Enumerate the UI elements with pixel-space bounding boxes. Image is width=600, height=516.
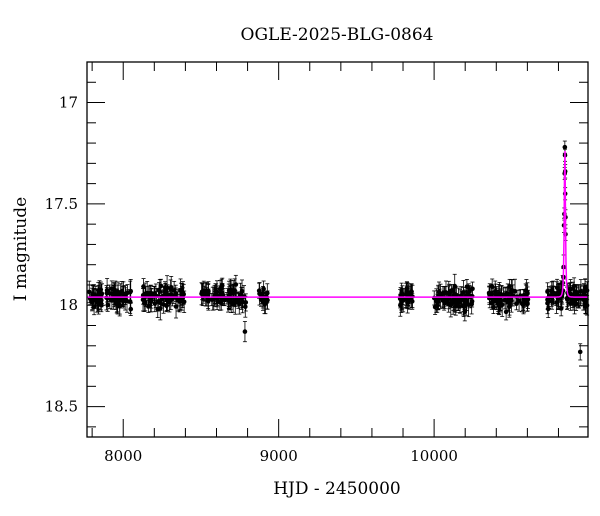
data-point (218, 290, 224, 295)
data-point (173, 304, 179, 309)
data-point (152, 301, 158, 306)
data-point (256, 288, 262, 294)
data-point (144, 290, 150, 296)
data-point (233, 300, 238, 305)
data-point (546, 298, 552, 304)
data-point (158, 283, 164, 289)
x-tick-label: 9000 (260, 447, 298, 465)
data-point (456, 297, 461, 302)
x-tick-label: 8000 (104, 447, 142, 465)
data-point (523, 288, 528, 293)
data-point (173, 290, 179, 296)
model-curve (87, 150, 588, 298)
data-point (263, 300, 268, 306)
data-point (576, 295, 582, 301)
data-point (148, 299, 153, 305)
data-point (168, 287, 173, 292)
data-point (180, 290, 186, 296)
data-point (453, 304, 459, 309)
data-point (562, 144, 568, 150)
data-point (86, 289, 92, 295)
data-point (205, 298, 211, 304)
y-axis-label: I magnitude (11, 197, 31, 301)
y-tick-label: 17 (59, 94, 78, 112)
data-point (104, 287, 110, 293)
data-point (525, 301, 530, 307)
data-point (261, 286, 266, 292)
y-tick-label: 17.5 (45, 195, 78, 213)
data-point (554, 285, 560, 290)
data-point (506, 304, 512, 310)
data-point (496, 299, 502, 305)
data-point (512, 288, 518, 294)
data-point (99, 291, 105, 296)
x-axis-label: HJD - 2450000 (273, 479, 401, 499)
data-point (105, 302, 110, 308)
data-point (140, 297, 146, 303)
chart-title: OGLE-2025-BLG-0864 (241, 25, 434, 45)
data-point (141, 284, 146, 289)
data-point (450, 300, 456, 305)
data-point (408, 290, 413, 296)
data-point (570, 298, 576, 304)
data-point (519, 301, 525, 306)
data-point (239, 289, 245, 294)
data-point (158, 297, 164, 302)
x-tick-label: 10000 (410, 447, 458, 465)
data-point (550, 290, 556, 296)
data-point (98, 287, 104, 292)
data-point (582, 287, 588, 293)
data-point (124, 298, 130, 304)
data-point (434, 303, 440, 309)
y-tick-label: 18.5 (45, 398, 78, 416)
data-point (446, 291, 451, 296)
data-point (243, 300, 249, 305)
data-point (577, 349, 583, 355)
data-point (446, 300, 451, 306)
data-point (236, 301, 242, 306)
plot-frame (86, 61, 589, 438)
data-point (492, 297, 498, 303)
data-point (571, 283, 577, 289)
data-marks (86, 140, 590, 361)
data-point (403, 291, 409, 297)
data-point (227, 298, 233, 303)
data-point (113, 301, 119, 306)
y-tick-label: 18 (59, 296, 78, 314)
data-point (230, 290, 236, 295)
data-point (199, 291, 204, 297)
data-point (488, 292, 494, 298)
data-point (436, 289, 442, 295)
data-point (152, 291, 157, 296)
data-point (204, 288, 209, 294)
data-point (128, 306, 134, 312)
data-point (213, 291, 219, 297)
data-point (502, 292, 508, 297)
axis-ticks: 8000 9000 10000 17 17.5 18 18.5 (45, 61, 588, 465)
data-point (516, 298, 522, 304)
data-point (89, 299, 95, 305)
data-point (213, 287, 218, 292)
data-point (404, 286, 410, 291)
data-point (242, 329, 248, 334)
data-point (233, 282, 239, 287)
data-point (399, 299, 404, 304)
data-point (112, 289, 117, 294)
data-point (155, 306, 161, 312)
data-point (264, 290, 270, 296)
